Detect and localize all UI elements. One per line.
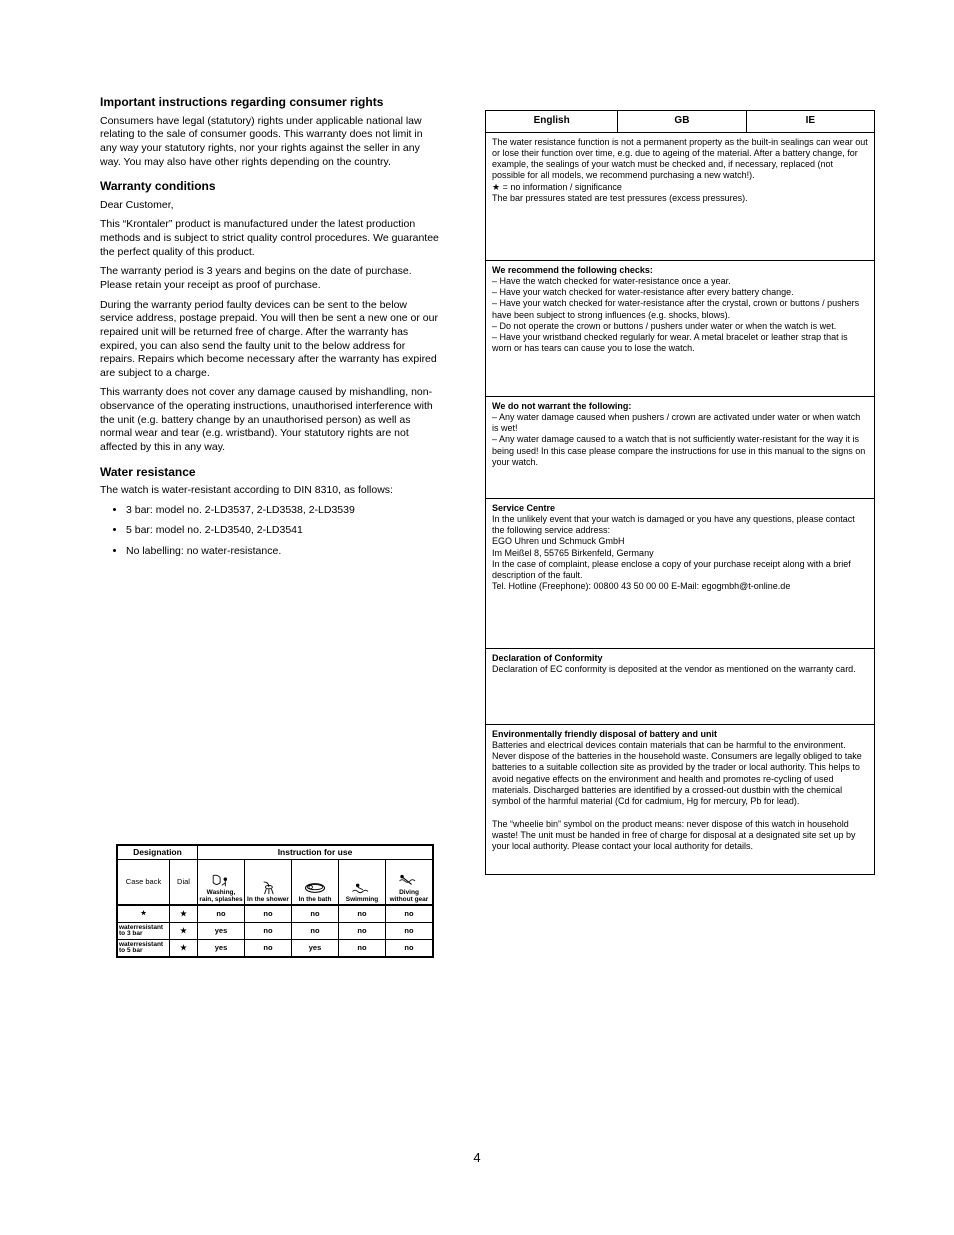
cond-p5: This warranty does not cover any damage … xyxy=(100,386,440,454)
wr-designation-label: Designation xyxy=(118,846,197,860)
wr-col-washing: Washing, rain, splashes xyxy=(198,860,245,904)
intro-p1: Consumers have legal (statutory) rights … xyxy=(100,115,440,170)
cond-p1: Dear Customer, xyxy=(100,199,440,213)
th-ie: IE xyxy=(746,111,874,133)
wr-col-shower: In the shower xyxy=(245,860,292,904)
wr-col-diving: Diving without gear xyxy=(386,860,432,904)
cell-significance: The water resistance function is not a p… xyxy=(486,132,875,260)
wr-instruction-label: Instruction for use xyxy=(198,846,432,860)
cond-p2: This “Krontaler” product is manufactured… xyxy=(100,218,440,259)
right-column: English GB IE The water resistance funct… xyxy=(485,110,875,875)
cond-p4: During the warranty period faulty device… xyxy=(100,299,440,381)
cell-checks: We recommend the following checks: – Hav… xyxy=(486,260,875,396)
cell-conformity: Declaration of Conformity Declaration of… xyxy=(486,648,875,724)
th-gb: GB xyxy=(618,111,746,133)
wr-dial-label: Dial xyxy=(170,860,197,904)
cell-service: Service Centre In the unlikely event tha… xyxy=(486,498,875,648)
cell-disposal: Environmentally friendly disposal of bat… xyxy=(486,724,875,874)
info-table: English GB IE The water resistance funct… xyxy=(485,110,875,875)
bullet-5bar: 5 bar: model no. 2-LD3540, 2-LD3541 xyxy=(126,524,440,537)
wr-row-2: waterresistant to 3 bar ★ yes no no no n… xyxy=(118,922,432,939)
bullet-nolabel: No labelling: no water-resistance. xyxy=(126,545,440,558)
cell-nowarranty: We do not warrant the following: – Any w… xyxy=(486,396,875,498)
page-number: 4 xyxy=(0,1150,954,1165)
water-bullets: 3 bar: model no. 2-LD3537, 2-LD3538, 2-L… xyxy=(126,504,440,558)
bullet-3bar: 3 bar: model no. 2-LD3537, 2-LD3538, 2-L… xyxy=(126,504,440,517)
left-column: Important instructions regarding consume… xyxy=(100,85,440,566)
wr-caseback-label: Case back xyxy=(118,860,170,904)
water-p: The watch is water-resistant according t… xyxy=(100,484,440,498)
cond-p3: The warranty period is 3 years and begin… xyxy=(100,265,440,292)
wr-row-3: waterresistant to 5 bar ★ yes no yes no … xyxy=(118,939,432,956)
wr-col-bath: In the bath xyxy=(292,860,339,904)
intro-heading: Important instructions regarding consume… xyxy=(100,95,440,111)
cond-heading: Warranty conditions xyxy=(100,179,440,195)
th-english: English xyxy=(486,111,618,133)
wr-row-1: ★ ★ no no no no no xyxy=(118,905,432,922)
water-resistance-table: Designation Case back Dial Instruction f… xyxy=(116,844,434,958)
water-heading: Water resistance xyxy=(100,465,440,481)
wr-col-swimming: Swimming xyxy=(339,860,386,904)
